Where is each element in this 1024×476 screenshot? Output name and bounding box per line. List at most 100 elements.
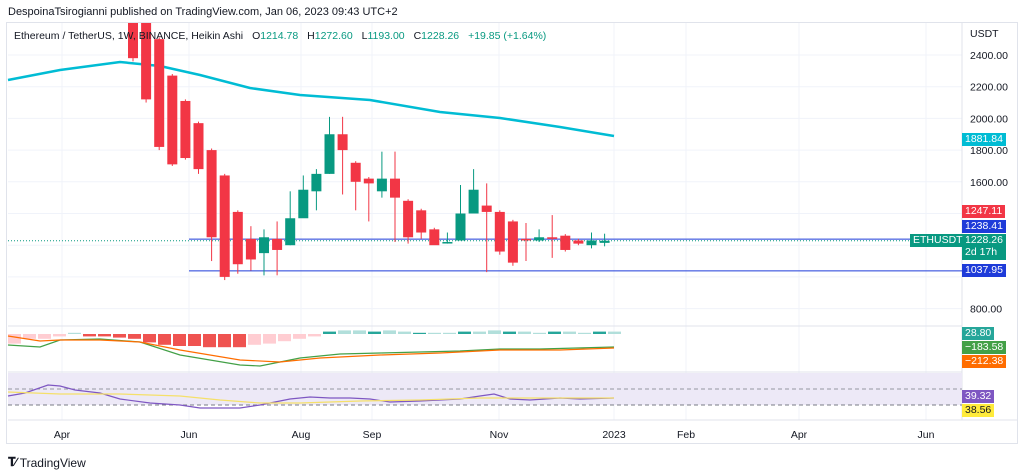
candle-body [521, 238, 531, 241]
tradingview-logo-icon: 𝐓∕ [8, 455, 17, 469]
macd-histogram-bar [533, 332, 546, 334]
candle-body [416, 210, 427, 233]
candle-body [259, 237, 269, 254]
currency-label: USDT [970, 28, 999, 40]
macd-histogram-bar [563, 331, 576, 334]
candle-body [534, 237, 545, 241]
candle-body [337, 134, 348, 151]
candle-body [154, 39, 165, 147]
candle-body [219, 175, 230, 277]
macd-histogram-bar [608, 331, 621, 334]
candle-body [311, 173, 322, 192]
open-key: O [252, 30, 261, 42]
candle-body [547, 237, 558, 239]
price-tick: 2200.00 [970, 82, 1008, 94]
macd-histogram-bar [383, 330, 396, 334]
macd-histogram-bar [98, 334, 111, 337]
candle-body [193, 123, 204, 170]
macd-histogram-bar [353, 330, 366, 334]
moving-average-line [7, 60, 615, 138]
candle-body [363, 178, 374, 184]
time-tick: Aug [292, 429, 311, 441]
low-value: 1193.00 [367, 30, 405, 42]
macd-line-tag: −183.58 [962, 341, 1007, 354]
change-value: +19.85 (+1.64%) [468, 30, 547, 42]
macd-histogram-bar [368, 331, 381, 334]
macd-histogram-bar [323, 331, 336, 334]
candle-body [390, 178, 400, 198]
candle-body [376, 178, 387, 192]
macd-histogram-bar [503, 331, 516, 334]
price-tick: 800.00 [970, 304, 1002, 316]
footer-branding: 𝐓∕ TradingView [8, 455, 86, 470]
macd-histogram-bar [188, 334, 201, 346]
candle-body [167, 75, 178, 165]
current-price: 1228.26 [965, 234, 1003, 246]
candle-body [481, 205, 492, 212]
macd-histogram-bar [23, 334, 36, 339]
macd-histogram-bar [413, 332, 426, 334]
chart-frame [6, 22, 1018, 444]
price-tick: 1800.00 [970, 145, 1008, 157]
time-tick: Apr [791, 429, 808, 441]
macd-histogram-bar [68, 332, 81, 334]
high-price-tag: 1247.11 [962, 205, 1006, 218]
price-axis[interactable]: USDT 2400.00 2200.00 2000.00 1800.00 1600.00 8… [970, 28, 1008, 316]
close-key: C [413, 30, 422, 42]
candle-body [141, 23, 152, 100]
publisher-line: DespoinaTsirogianni published on Trading… [8, 6, 398, 18]
macd-histogram-bar [518, 331, 531, 334]
rsi-ma-tag: 38.56 [962, 404, 995, 417]
rsi-line [7, 384, 615, 409]
macd-histogram-tag: 28.80 [962, 327, 995, 340]
candle-body [494, 211, 505, 252]
macd-histogram-bar [593, 331, 606, 334]
macd-histogram-bar [578, 332, 591, 334]
macd-histogram-bar [443, 332, 456, 334]
macd-histogram-bar [143, 334, 156, 343]
candle-body [272, 238, 283, 250]
high-key: H [307, 30, 315, 42]
candle-body [468, 189, 479, 214]
macd-histogram-bar [278, 334, 291, 342]
time-tick: Apr [54, 429, 71, 441]
price-tick: 2000.00 [970, 113, 1008, 125]
macd-histogram-bar [263, 334, 276, 344]
symbol-badge[interactable]: ETHUSDT [910, 234, 966, 247]
rsi-pane [7, 384, 962, 409]
candle-body [560, 235, 571, 250]
current-price-tag: 1228.26 2d 17h [962, 234, 1006, 260]
macd-histogram-bar [218, 334, 231, 348]
macd-histogram-bar [83, 334, 96, 337]
macd-histogram-bar [398, 331, 411, 334]
macd-line [7, 338, 615, 367]
ma-line [7, 60, 615, 138]
candle-body [429, 229, 440, 246]
time-axis[interactable]: Apr Jun Aug Sep Nov 2023 Feb Apr Jun [54, 429, 935, 441]
candle-body [573, 240, 584, 244]
close-value: 1228.26 [421, 30, 460, 42]
symbol-info[interactable]: Ethereum / TetherUS, 1W, BINANCE, Heikin… [14, 30, 244, 42]
macd-histogram-bar [203, 334, 216, 348]
macd-histogram-bar [488, 330, 501, 334]
macd-histogram-bar [458, 331, 471, 334]
candle-body [206, 150, 217, 238]
brand-name: TradingView [19, 455, 86, 470]
macd-histogram-bar [173, 334, 186, 346]
candle-body [403, 200, 414, 238]
lower-line-price-tag: 1037.95 [962, 264, 1006, 277]
macd-histogram-bar [233, 334, 246, 348]
macd-histogram-bar [338, 330, 351, 334]
macd-histogram-bar [158, 334, 171, 345]
candle-body [507, 221, 518, 263]
signal-line [7, 335, 615, 363]
ma-price-tag: 1881.84 [962, 133, 1006, 146]
rsi-tag: 39.32 [962, 390, 995, 403]
candle-body [298, 189, 309, 219]
symbol-legend: Ethereum / TetherUS, 1W, BINANCE, Heikin… [14, 30, 546, 42]
horizontal-lines[interactable] [8, 238, 962, 272]
candle-body [586, 240, 597, 246]
candle-body [442, 242, 453, 244]
high-value: 1272.60 [314, 30, 353, 42]
